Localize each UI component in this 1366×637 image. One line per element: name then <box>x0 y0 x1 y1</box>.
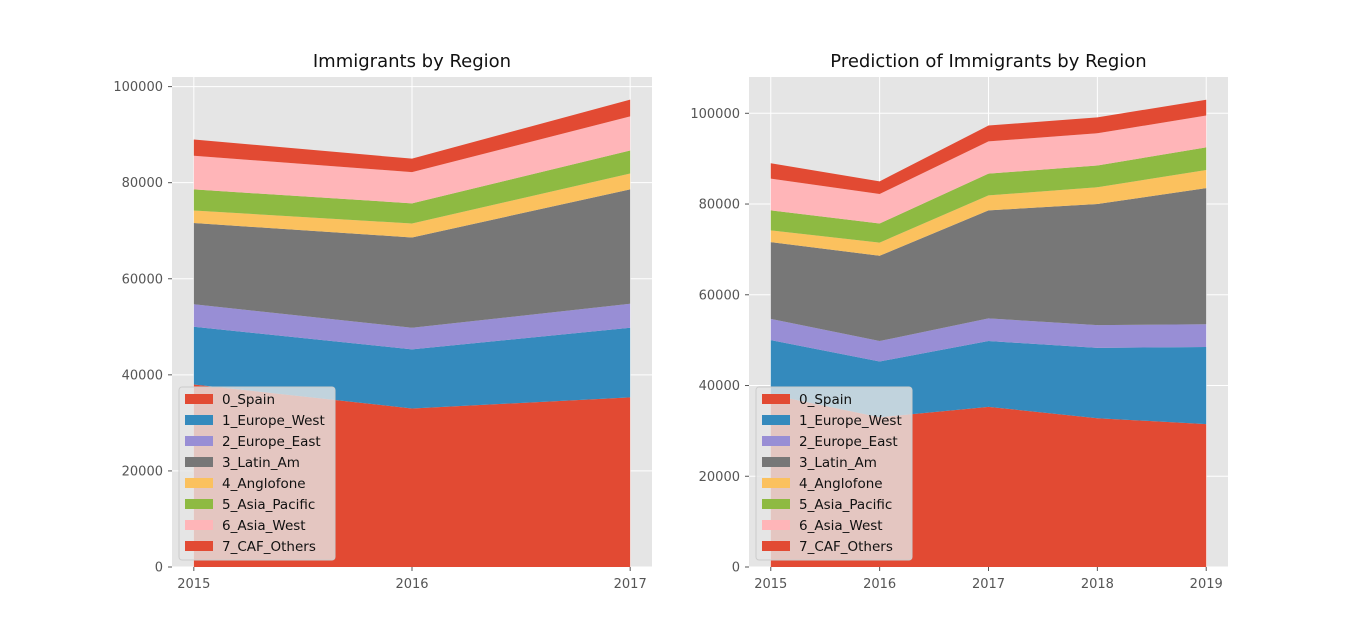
area-series-5-asia-pacific <box>193 150 631 224</box>
legend-box <box>178 386 336 561</box>
legend-label: 3_Latin_Am <box>222 455 300 471</box>
legend-box <box>755 386 913 561</box>
y-tick-label: 80000 <box>699 198 740 213</box>
y-tick-label: 100000 <box>690 107 740 122</box>
x-tick-label: 2015 <box>177 577 210 592</box>
area-series-5-asia-pacific <box>770 147 1207 243</box>
legend-label: 6_Asia_West <box>799 518 883 534</box>
y-tick-label: 0 <box>732 561 740 576</box>
x-tick-label: 2016 <box>863 577 896 592</box>
legend-swatch <box>185 541 213 551</box>
y-tick-label: 20000 <box>122 464 163 479</box>
area-series-6-asia-west <box>193 116 631 204</box>
area-series-7-caf-others <box>193 99 631 173</box>
legend-swatch <box>185 499 213 509</box>
y-tick-label: 0 <box>155 561 163 576</box>
chart-title: Prediction of Immigrants by Region <box>830 51 1146 72</box>
legend: 0_Spain 1_Europe_West 2_Europe_East 3_Latin… <box>755 386 913 561</box>
y-tick-label: 40000 <box>699 379 740 394</box>
x-tick-label: 2016 <box>395 577 428 592</box>
legend-label: 4_Anglofone <box>222 476 306 492</box>
legend-swatch <box>762 499 790 509</box>
x-tick-label: 2015 <box>754 577 787 592</box>
legend-label: 0_Spain <box>799 392 852 408</box>
legend-swatch <box>185 436 213 446</box>
legend-label: 1_Europe_West <box>799 413 902 429</box>
x-tick-label: 2017 <box>614 577 647 592</box>
x-tick-label: 2017 <box>972 577 1005 592</box>
legend-label: 7_CAF_Others <box>799 539 893 555</box>
legend-swatch <box>762 415 790 425</box>
legend-swatch <box>185 520 213 530</box>
y-tick-label: 40000 <box>122 368 163 383</box>
legend-swatch <box>185 394 213 404</box>
legend-swatch <box>185 457 213 467</box>
chart-title: Immigrants by Region <box>313 51 511 72</box>
legend-swatch <box>762 436 790 446</box>
y-tick-label: 60000 <box>122 272 163 287</box>
area-series-4-anglofone <box>770 170 1207 256</box>
area-series-6-asia-west <box>770 115 1207 224</box>
legend-swatch <box>762 541 790 551</box>
area-series-2-europe-east <box>193 303 631 350</box>
legend-swatch <box>185 478 213 488</box>
legend-swatch <box>762 394 790 404</box>
legend-swatch <box>185 415 213 425</box>
legend-swatch <box>762 520 790 530</box>
y-tick-label: 80000 <box>122 176 163 191</box>
legend-label: 2_Europe_East <box>799 434 898 450</box>
legend-label: 6_Asia_West <box>222 518 306 534</box>
legend-label: 3_Latin_Am <box>799 455 877 471</box>
legend-swatch <box>762 457 790 467</box>
legend-label: 5_Asia_Pacific <box>799 497 892 513</box>
legend-label: 2_Europe_East <box>222 434 321 450</box>
chart-panel-2: 0 20000 40000 60000 80000 100000 2015 2016 2017 2… <box>690 51 1228 592</box>
y-tick-label: 100000 <box>113 80 163 95</box>
legend-label: 7_CAF_Others <box>222 539 316 555</box>
x-tick-label: 2019 <box>1190 577 1223 592</box>
legend-label: 5_Asia_Pacific <box>222 497 315 513</box>
area-series-3-latin-am <box>193 189 631 328</box>
y-tick-label: 60000 <box>699 288 740 303</box>
area-series-3-latin-am <box>770 188 1207 342</box>
y-tick-label: 20000 <box>699 470 740 485</box>
legend-label: 4_Anglofone <box>799 476 883 492</box>
legend-swatch <box>762 478 790 488</box>
area-series-2-europe-east <box>770 318 1207 362</box>
legend-label: 0_Spain <box>222 392 275 408</box>
chart-panel-1: 0 20000 40000 60000 80000 100000 2015 2016 2017 I… <box>113 51 652 592</box>
legend-label: 1_Europe_West <box>222 413 325 429</box>
legend: 0_Spain 1_Europe_West 2_Europe_East 3_Latin… <box>178 386 336 561</box>
area-series-4-anglofone <box>193 173 631 238</box>
area-series-7-caf-others <box>770 99 1207 195</box>
x-tick-label: 2018 <box>1081 577 1114 592</box>
